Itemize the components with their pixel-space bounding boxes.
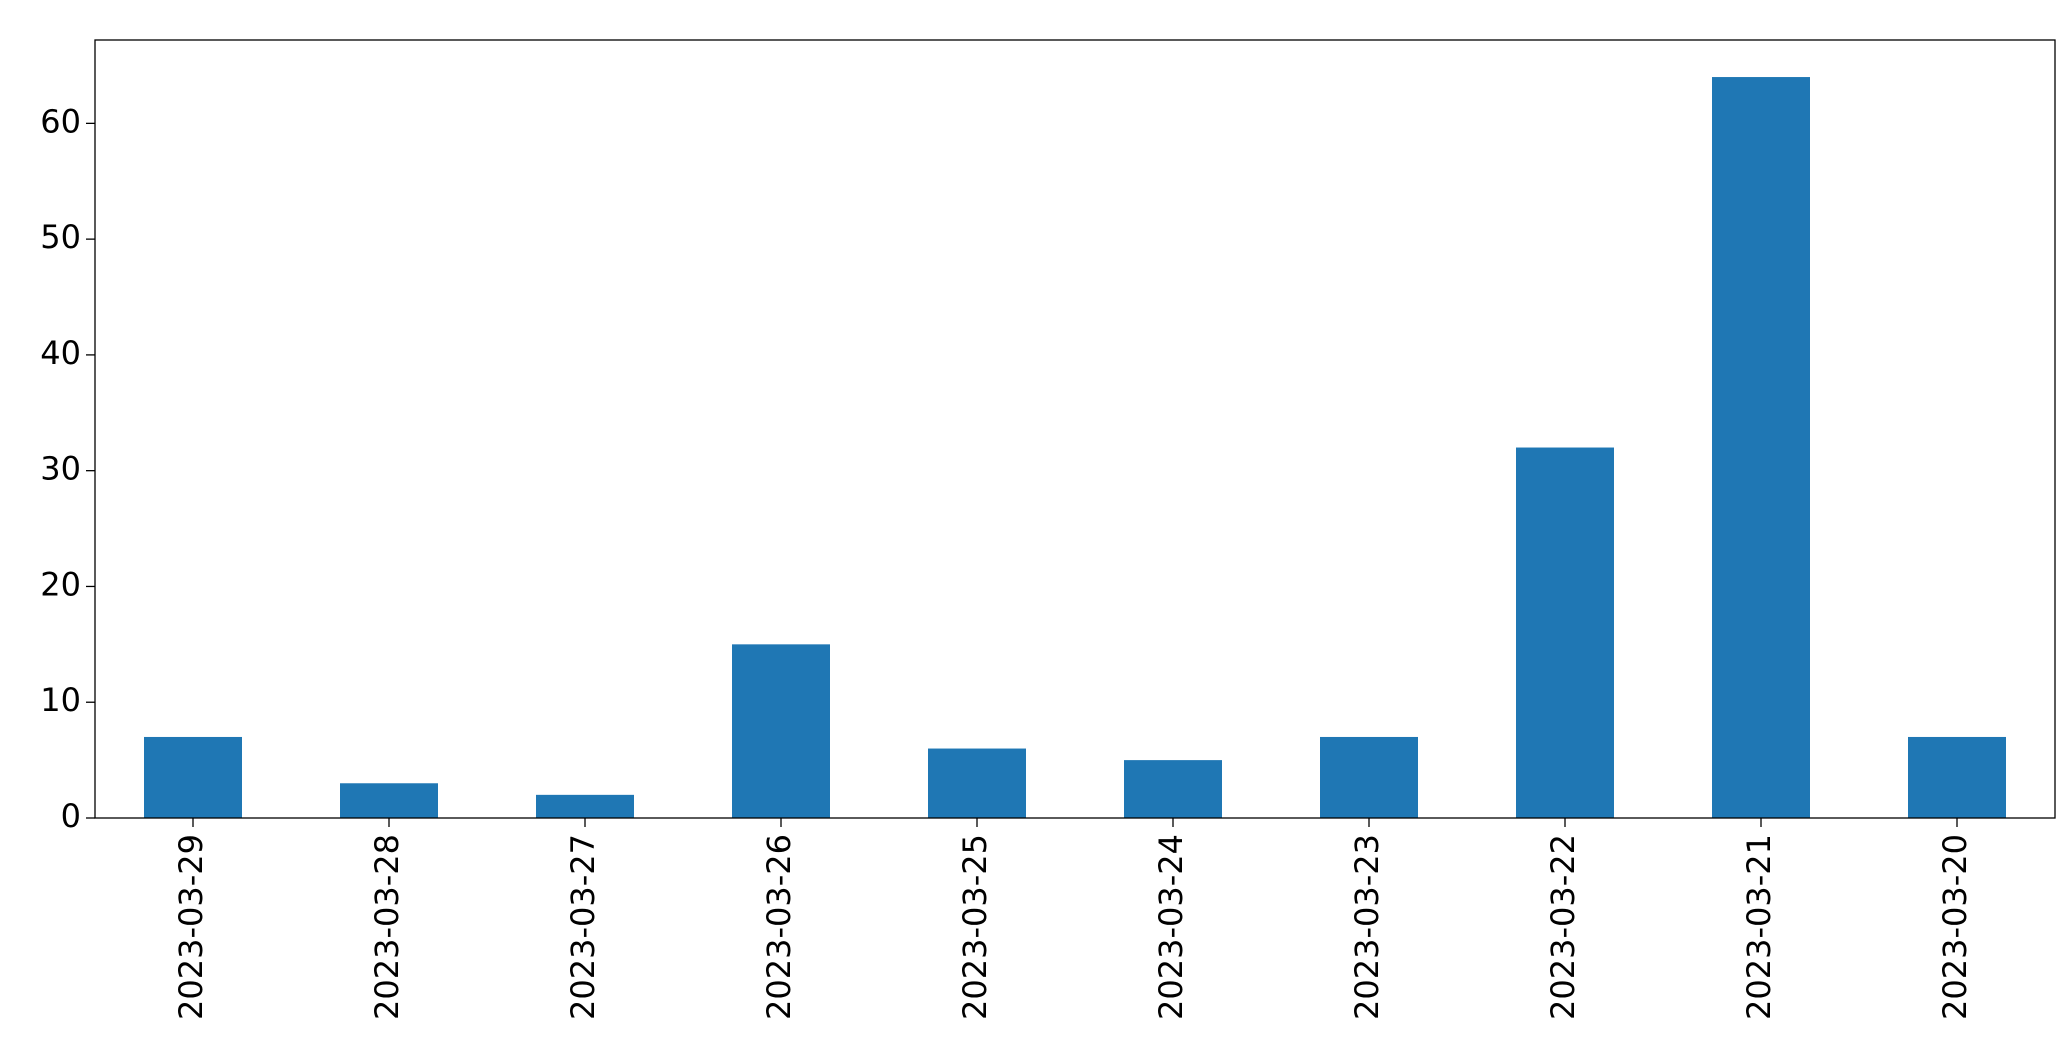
bar — [144, 736, 242, 818]
bar — [928, 748, 1026, 818]
x-tick-label: 2023-03-21 — [1740, 834, 1778, 1020]
y-tick-label: 50 — [40, 218, 81, 256]
x-tick-label: 2023-03-26 — [760, 834, 798, 1020]
x-tick-label: 2023-03-28 — [368, 834, 406, 1020]
x-tick-label: 2023-03-29 — [172, 834, 210, 1020]
y-tick-label: 20 — [40, 565, 81, 603]
bar — [1908, 736, 2006, 818]
y-tick-label: 10 — [40, 681, 81, 719]
bar — [1712, 77, 1810, 819]
x-tick-label: 2023-03-23 — [1348, 834, 1386, 1020]
y-tick-label: 30 — [40, 450, 81, 488]
y-tick-label: 0 — [61, 797, 81, 835]
bar — [536, 794, 634, 818]
bar — [1516, 447, 1614, 818]
bar — [732, 644, 830, 818]
bar — [340, 783, 438, 818]
x-tick-label: 2023-03-24 — [1152, 834, 1190, 1020]
bar — [1320, 736, 1418, 818]
axes-frame — [94, 39, 2056, 819]
bar — [1124, 760, 1222, 818]
y-tick-label: 60 — [40, 102, 81, 140]
y-tick-label: 40 — [40, 334, 81, 372]
x-tick-label: 2023-03-27 — [564, 834, 602, 1020]
x-tick-label: 2023-03-20 — [1936, 834, 1974, 1020]
x-tick-label: 2023-03-22 — [1544, 834, 1582, 1020]
x-tick-label: 2023-03-25 — [956, 834, 994, 1020]
